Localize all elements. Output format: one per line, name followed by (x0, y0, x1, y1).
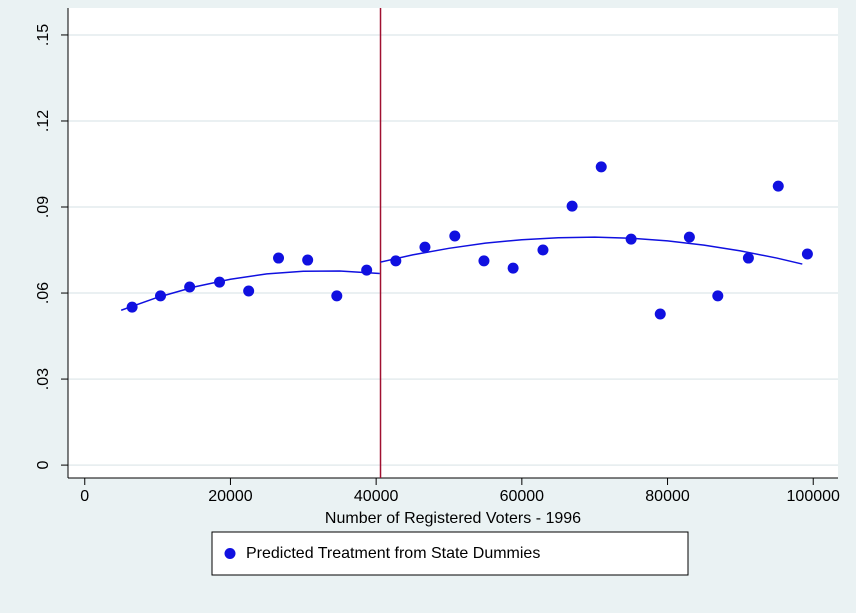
data-point (801, 248, 813, 260)
x-tick-label: 20000 (208, 488, 253, 505)
data-point (126, 301, 138, 313)
data-point (772, 180, 784, 192)
data-point (214, 276, 226, 288)
data-point (478, 255, 490, 267)
data-point (742, 252, 754, 264)
x-tick-label: 0 (80, 488, 89, 505)
y-tick-label: .12 (35, 110, 52, 132)
data-point (419, 241, 431, 253)
data-point (537, 244, 549, 256)
data-point (302, 254, 314, 266)
legend-label: Predicted Treatment from State Dummies (246, 545, 540, 562)
data-point (683, 231, 695, 243)
data-point (331, 290, 343, 302)
data-point (184, 281, 196, 293)
y-tick-label: .15 (35, 24, 52, 46)
x-tick-label: 100000 (787, 488, 840, 505)
x-axis-title: Number of Registered Voters - 1996 (325, 510, 581, 527)
data-point (625, 233, 637, 245)
y-tick-label: .06 (35, 282, 52, 304)
data-point (595, 161, 607, 173)
x-tick-label: 60000 (500, 488, 545, 505)
legend-box (211, 531, 689, 576)
data-point (712, 290, 724, 302)
data-point (243, 285, 255, 297)
legend-marker (224, 548, 236, 559)
data-point (390, 255, 402, 267)
data-point (361, 264, 373, 276)
data-point (566, 200, 578, 212)
y-tick-label: .03 (35, 368, 52, 390)
x-tick-label: 80000 (645, 488, 690, 505)
data-point (654, 308, 666, 320)
y-tick-label: .09 (35, 196, 52, 218)
data-point (155, 290, 167, 302)
data-point (273, 252, 285, 264)
y-tick-label: 0 (35, 461, 52, 470)
x-tick-label: 40000 (354, 488, 399, 505)
plot-area (68, 8, 838, 478)
data-point (449, 230, 461, 242)
data-point (507, 262, 519, 274)
fit-line (380, 236, 803, 265)
